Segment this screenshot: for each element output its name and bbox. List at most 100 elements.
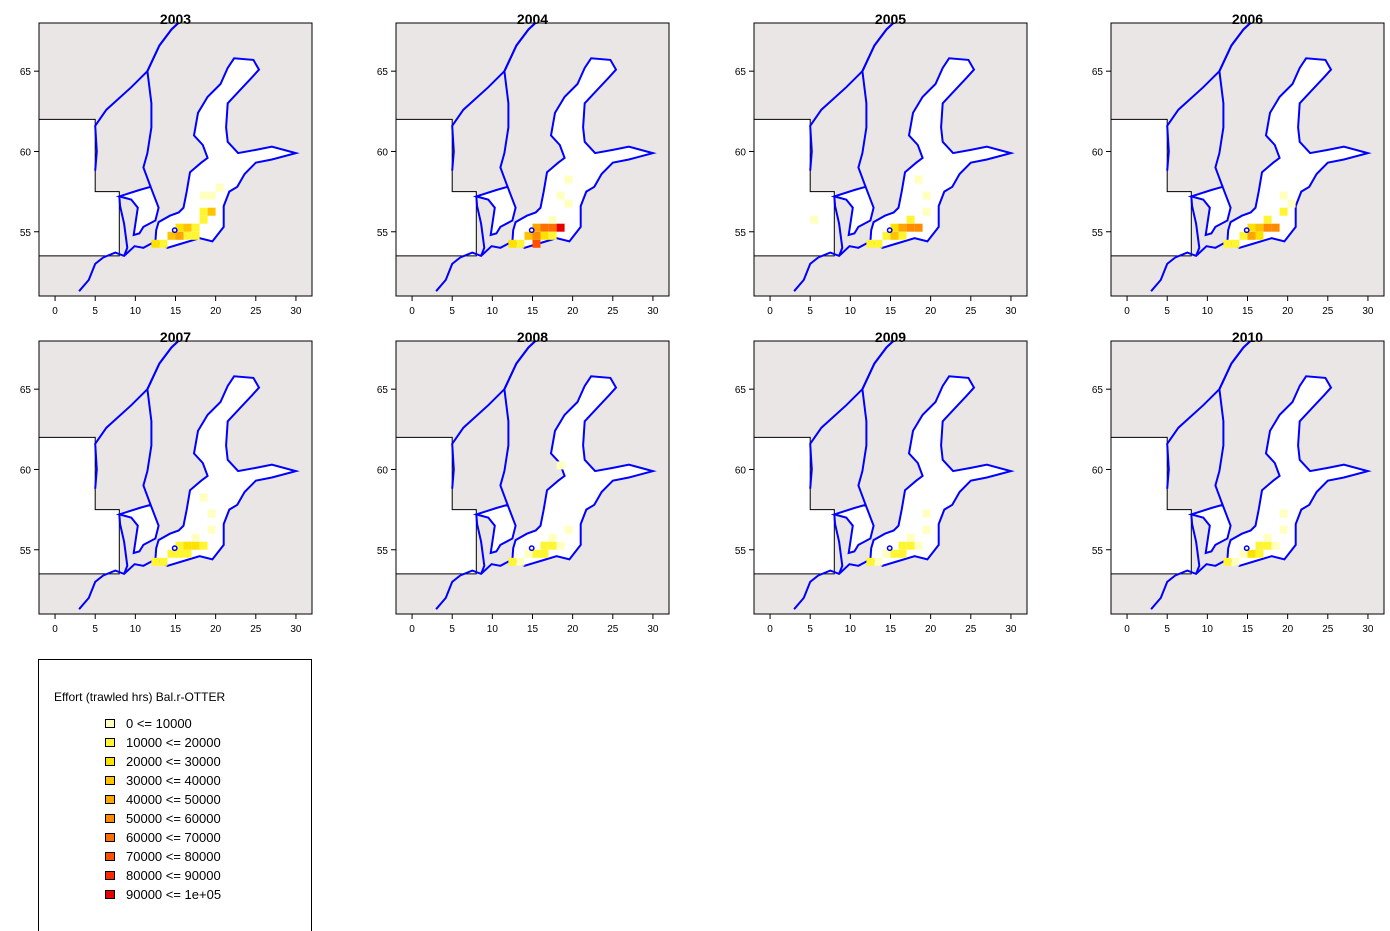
x-tick-label: 25 — [965, 306, 977, 317]
coastline — [1190, 196, 1201, 257]
coastline — [817, 558, 871, 577]
coastline — [833, 514, 844, 575]
island-marker — [171, 545, 178, 552]
x-tick-label: 30 — [1362, 624, 1374, 635]
effort-cell — [159, 239, 168, 248]
island-marker — [171, 227, 178, 234]
coastline — [475, 514, 486, 575]
effort-cell — [1255, 223, 1264, 232]
coastline — [793, 256, 819, 292]
legend-item: 0 <= 10000 — [105, 714, 221, 733]
effort-cell — [532, 231, 541, 240]
map-panel: 2008 0 5 10 15 20 25 30 55 60 65 — [377, 329, 670, 635]
legend-swatch — [105, 814, 115, 823]
coastline — [459, 558, 513, 577]
effort-cell — [1255, 231, 1264, 240]
x-tick-label: 20 — [567, 306, 579, 317]
x-tick-label: 30 — [290, 306, 302, 317]
effort-cell — [207, 525, 216, 534]
legend: Effort (trawled hrs) Bal.r-OTTER 0 <= 10… — [38, 659, 312, 931]
effort-cell — [175, 549, 184, 558]
effort-cell — [890, 549, 899, 558]
coastline — [78, 256, 104, 292]
x-tick-label: 25 — [965, 624, 977, 635]
effort-cell — [890, 231, 899, 240]
effort-cell — [906, 541, 915, 550]
legend-swatch — [105, 833, 115, 842]
effort-cell — [922, 509, 931, 518]
baltic-sea — [1226, 57, 1372, 249]
legend-swatch — [105, 738, 115, 747]
effort-cell — [890, 223, 899, 232]
legend-item: 40000 <= 50000 — [105, 790, 221, 809]
effort-cell — [516, 557, 525, 566]
x-tick-label: 15 — [527, 306, 539, 317]
x-tick-label: 15 — [170, 624, 182, 635]
legend-label: 50000 <= 60000 — [126, 811, 221, 826]
effort-cell — [207, 191, 216, 200]
y-tick-label: 65 — [377, 385, 389, 396]
kattegat — [472, 185, 517, 237]
effort-cell — [532, 223, 541, 232]
coastline — [499, 23, 537, 188]
panel-title: 2003 — [160, 11, 191, 27]
map-panel: 2006 0 5 10 15 20 25 30 55 60 65 — [1092, 11, 1385, 317]
effort-cell — [564, 199, 573, 208]
effort-cell — [508, 239, 517, 248]
effort-cell — [556, 461, 565, 470]
effort-cell — [548, 223, 557, 232]
north-sea-area — [396, 436, 477, 606]
island-marker — [886, 545, 893, 552]
coastline — [499, 341, 537, 506]
effort-cell — [866, 557, 875, 566]
effort-cell — [556, 191, 565, 200]
baltic-sea — [869, 57, 1015, 249]
x-tick-label: 10 — [845, 306, 857, 317]
coastline — [857, 341, 895, 506]
x-tick-label: 15 — [170, 306, 182, 317]
panel-title: 2005 — [875, 11, 906, 27]
effort-cell — [1231, 239, 1240, 248]
effort-cell — [191, 541, 200, 550]
x-tick-label: 5 — [1164, 306, 1170, 317]
x-tick-label: 20 — [925, 306, 937, 317]
effort-cell — [914, 175, 923, 184]
effort-cell — [1279, 207, 1288, 216]
coastline — [1174, 558, 1228, 577]
map-panel: 2003 0 5 10 15 20 25 30 55 60 65 — [20, 11, 313, 317]
effort-cell — [151, 239, 160, 248]
coastline — [102, 240, 156, 259]
coastline — [118, 514, 129, 575]
map-panel: 2009 0 5 10 15 20 25 30 55 60 65 — [735, 329, 1028, 635]
effort-cell — [1287, 199, 1296, 208]
effort-cell — [191, 533, 200, 542]
legend-swatch — [105, 795, 115, 804]
x-tick-label: 25 — [607, 306, 619, 317]
legend-item: 10000 <= 20000 — [105, 733, 221, 752]
y-tick-label: 55 — [1092, 228, 1104, 239]
effort-cell — [1271, 541, 1280, 550]
x-tick-label: 10 — [487, 306, 499, 317]
effort-cell — [874, 557, 883, 566]
y-tick-label: 60 — [20, 465, 32, 476]
effort-cell — [524, 549, 533, 558]
effort-cell — [1255, 541, 1264, 550]
legend-label: 10000 <= 20000 — [126, 735, 221, 750]
x-tick-label: 30 — [647, 624, 659, 635]
effort-cell — [906, 223, 915, 232]
legend-title: Effort (trawled hrs) Bal.r-OTTER — [54, 690, 226, 704]
effort-cell — [540, 541, 549, 550]
legend-label: 40000 <= 50000 — [126, 792, 221, 807]
effort-cell — [1231, 557, 1240, 566]
y-tick-label: 60 — [1092, 465, 1104, 476]
y-tick-label: 55 — [377, 228, 389, 239]
coastline — [142, 23, 180, 188]
effort-cell — [532, 239, 541, 248]
x-tick-label: 0 — [1124, 306, 1130, 317]
kattegat — [472, 503, 517, 555]
legend-item: 70000 <= 80000 — [105, 847, 221, 866]
x-tick-label: 30 — [1005, 624, 1017, 635]
legend-label: 20000 <= 30000 — [126, 754, 221, 769]
north-sea-area — [39, 118, 120, 288]
effort-cell — [199, 541, 208, 550]
